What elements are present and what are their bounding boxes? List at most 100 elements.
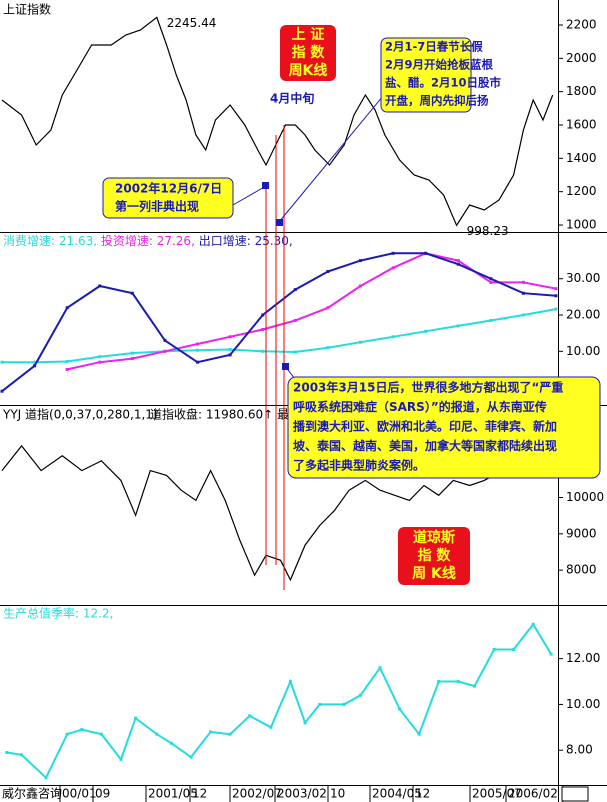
- point: [228, 732, 232, 736]
- point: [293, 318, 297, 322]
- point: [189, 755, 193, 759]
- y-tick-label: 1400: [566, 151, 597, 165]
- legend: 生产总值季率: 12.2,: [3, 606, 113, 621]
- point: [554, 307, 558, 311]
- point: [98, 355, 102, 359]
- point: [261, 328, 265, 332]
- y-tick-label: 10000: [566, 490, 604, 504]
- point: [318, 702, 322, 706]
- point: [342, 702, 346, 706]
- annotation-line: 上 证: [292, 27, 325, 43]
- annotation-line: 道琼斯: [413, 529, 455, 546]
- point: [288, 680, 292, 684]
- point: [269, 725, 273, 729]
- point: [531, 622, 535, 626]
- panel-title: YYJ 道指(0,0,37,0,280,1,1): [2, 407, 158, 422]
- point: [65, 359, 69, 363]
- point: [398, 707, 402, 711]
- point: [492, 647, 496, 651]
- x-tick-label: 2004/05: [372, 787, 422, 801]
- point: [358, 693, 362, 697]
- annotation-line: 指 数: [292, 44, 326, 61]
- x-tick-label: 2006/02: [508, 787, 558, 801]
- series-line: [1, 252, 557, 392]
- y-tick-label: 10.00: [566, 344, 600, 358]
- point: [417, 732, 421, 736]
- point: [456, 262, 460, 266]
- y-tick-label: 20.00: [566, 308, 600, 322]
- point: [554, 287, 558, 291]
- series-line: [2, 308, 557, 364]
- y-tick-label: 30.00: [566, 271, 600, 285]
- annotation-line: 盐、醋。2月10日股市: [385, 76, 502, 90]
- point: [489, 280, 493, 284]
- point: [456, 680, 460, 684]
- x-tick-label: 2002/07: [232, 787, 282, 801]
- annotation-line: 2003年3月15日后，世界很多地方都出现了“严重: [293, 380, 563, 395]
- point: [44, 776, 48, 780]
- point: [228, 353, 232, 357]
- point: [554, 294, 558, 298]
- note-box: [380, 37, 472, 113]
- point: [456, 259, 460, 263]
- label-box: [280, 25, 336, 81]
- point: [326, 269, 330, 273]
- x-tick-label: 2003/02: [277, 787, 327, 801]
- point: [473, 684, 477, 688]
- point: [326, 346, 330, 350]
- point: [391, 266, 395, 270]
- point: [424, 329, 428, 333]
- point: [65, 306, 69, 310]
- y-tick-label: 1800: [566, 84, 597, 98]
- point: [424, 251, 428, 255]
- point: [163, 349, 167, 353]
- point: [228, 335, 232, 339]
- point: [65, 367, 69, 371]
- point: [293, 350, 297, 354]
- annotation-line: 周K线: [289, 62, 328, 79]
- point: [98, 360, 102, 364]
- point: [326, 306, 330, 310]
- point: [196, 360, 200, 364]
- legend-entry: 消费增速: 21.63,: [3, 234, 97, 248]
- annotation-line: 2月9月开始抢板蓝根: [385, 58, 494, 72]
- point: [20, 753, 24, 757]
- legend: 消费增速: 21.63, 投资增速: 27.26, 出口增速: 25.30,: [3, 233, 293, 248]
- annotation-line: 2002年12月6/7日: [115, 181, 222, 196]
- point: [209, 730, 213, 734]
- annotation-line: 了多起非典型肺炎案例。: [293, 458, 425, 473]
- low-label: 998.23: [467, 224, 509, 238]
- point: [489, 318, 493, 322]
- point: [489, 277, 493, 281]
- point: [358, 259, 362, 263]
- y-tick-label: 9000: [566, 526, 597, 540]
- point: [261, 349, 265, 353]
- point: [196, 342, 200, 346]
- point: [169, 741, 173, 745]
- source: 威尔鑫咨询: [2, 786, 62, 801]
- point: [0, 360, 4, 364]
- y-tick-label: 2200: [566, 18, 597, 32]
- y-tick-label: 2000: [566, 51, 597, 65]
- annotation-line: 坡、泰国、越南、美国，加拿大等国家都陆续出现: [293, 438, 557, 453]
- point: [65, 732, 69, 736]
- note-april: 4月中旬: [270, 91, 314, 106]
- series-line: [1, 444, 553, 582]
- point: [437, 680, 441, 684]
- high-label: 2245.44: [167, 16, 217, 30]
- x-tick-label: 09: [95, 787, 110, 801]
- point: [378, 666, 382, 670]
- point: [33, 360, 37, 364]
- annotation-line: 周 K线: [412, 565, 456, 582]
- point: [456, 324, 460, 328]
- point: [163, 338, 167, 342]
- y-tick-label: 8000: [566, 563, 597, 577]
- y-tick-label: 8.00: [566, 743, 593, 757]
- x-tick-label: 12: [192, 787, 207, 801]
- pointer: [276, 219, 283, 226]
- y-tick-label: 12.00: [566, 651, 600, 665]
- legend-entry: 投资增速: 27.26,: [101, 233, 195, 248]
